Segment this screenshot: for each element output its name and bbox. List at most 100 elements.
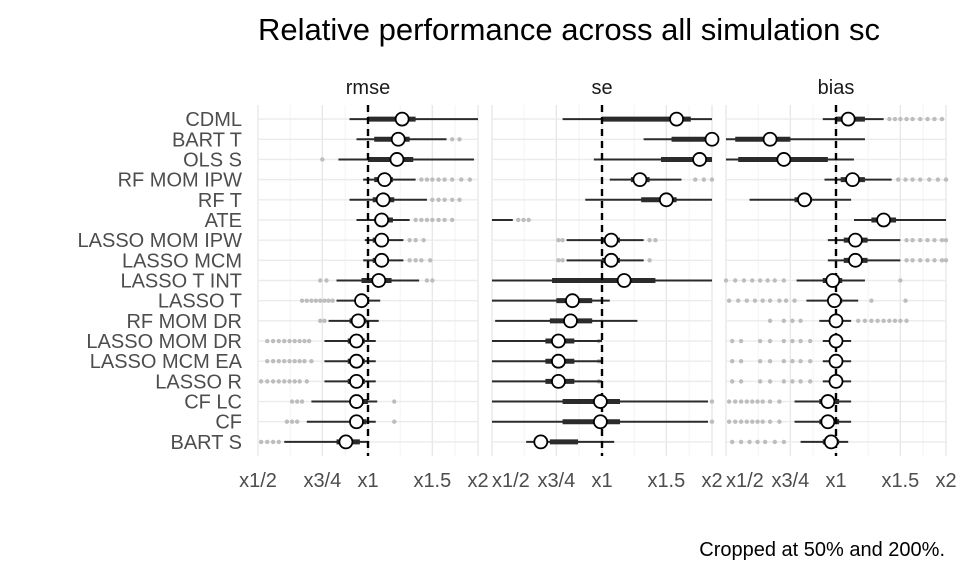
median-point xyxy=(616,273,632,288)
outlier-point xyxy=(428,258,433,263)
outlier-point xyxy=(736,298,741,303)
outlier-point xyxy=(322,298,327,303)
x-tick-label: x1 xyxy=(825,470,846,492)
median-point xyxy=(533,434,549,450)
outlier-point xyxy=(287,379,292,384)
outlier-point xyxy=(904,318,909,324)
outlier-point xyxy=(750,278,755,283)
outlier-point xyxy=(413,258,418,263)
outlier-point xyxy=(855,318,861,324)
median-point xyxy=(551,373,566,389)
x-tick-label: x1.5 xyxy=(881,470,919,492)
outlier-point xyxy=(898,318,903,324)
outlier-point xyxy=(276,379,281,384)
outlier-point xyxy=(726,399,732,404)
outlier-point xyxy=(932,237,937,243)
method-label: OLS S xyxy=(183,149,242,171)
outlier-point xyxy=(747,439,752,445)
median-point xyxy=(551,353,566,369)
outlier-point xyxy=(299,298,305,303)
outlier-point xyxy=(738,338,744,344)
outlier-point xyxy=(421,237,426,243)
row-se xyxy=(492,338,602,344)
outlier-point xyxy=(910,177,915,182)
outlier-point xyxy=(925,116,930,122)
method-label: LASSO T INT xyxy=(120,271,242,293)
outlier-point xyxy=(943,237,949,243)
outlier-point xyxy=(270,359,276,364)
median-point xyxy=(375,192,391,208)
outlier-point xyxy=(808,379,813,384)
outlier-point xyxy=(767,379,773,384)
outlier-point xyxy=(755,399,760,404)
outlier-point xyxy=(457,137,462,142)
outlier-point xyxy=(808,338,813,344)
x-tick-label: x2 xyxy=(935,470,956,492)
outlier-point xyxy=(733,419,738,424)
outlier-point xyxy=(750,399,755,404)
outlier-point xyxy=(726,298,732,303)
outlier-point xyxy=(287,359,292,364)
outlier-point xyxy=(442,197,447,202)
method-label: LASSO R xyxy=(155,371,242,393)
outlier-point xyxy=(738,379,744,384)
outlier-point xyxy=(939,116,945,122)
outlier-point xyxy=(750,419,755,424)
median-point xyxy=(350,313,366,329)
outlier-point xyxy=(647,237,652,243)
outlier-point xyxy=(943,258,949,263)
outlier-point xyxy=(767,359,773,364)
row-bias xyxy=(827,237,949,243)
median-point xyxy=(828,313,844,329)
facet-se: se x1/2 x3/4 x1 x1.5 x2 xyxy=(491,77,723,492)
outlier-point xyxy=(730,439,735,445)
median-point xyxy=(551,333,566,349)
outlier-point xyxy=(892,116,898,122)
x-tick-label: x1.5 xyxy=(647,470,685,492)
outlier-point xyxy=(424,217,430,223)
median-point xyxy=(632,172,648,188)
outlier-point xyxy=(918,177,923,182)
outlier-point xyxy=(297,379,302,384)
outlier-point xyxy=(265,359,270,364)
median-point xyxy=(825,273,841,288)
outlier-point xyxy=(318,318,323,324)
outlier-point xyxy=(738,359,744,364)
median-point xyxy=(762,131,778,147)
outlier-point xyxy=(762,439,768,445)
median-point xyxy=(828,353,844,369)
x-tick-label: x1 xyxy=(591,470,612,492)
outlier-point xyxy=(309,359,314,364)
median-point xyxy=(349,394,364,409)
outlier-point xyxy=(792,298,797,303)
median-point xyxy=(374,212,390,228)
median-point xyxy=(797,192,812,208)
outlier-point xyxy=(304,298,309,303)
outlier-point xyxy=(781,379,787,384)
method-label: BART T xyxy=(172,129,242,151)
outlier-point xyxy=(777,298,782,303)
row-se xyxy=(492,217,531,223)
outlier-point xyxy=(407,258,412,263)
outlier-point xyxy=(289,399,295,404)
outlier-point xyxy=(904,258,909,263)
median-point xyxy=(828,373,844,389)
outlier-point xyxy=(430,217,435,223)
outlier-point xyxy=(292,338,297,344)
outlier-point xyxy=(892,318,898,324)
median-point xyxy=(823,434,839,450)
outlier-point xyxy=(294,399,300,404)
outlier-point xyxy=(730,379,735,384)
outlier-point xyxy=(741,278,747,283)
median-point xyxy=(827,293,842,309)
outlier-point xyxy=(436,177,441,182)
outlier-point xyxy=(450,217,455,223)
median-point xyxy=(349,373,364,389)
outlier-point xyxy=(516,217,521,223)
outlier-point xyxy=(322,318,327,324)
outlier-point xyxy=(932,116,937,122)
median-point xyxy=(374,232,390,248)
outlier-point xyxy=(292,359,297,364)
method-label: CF xyxy=(215,412,242,434)
